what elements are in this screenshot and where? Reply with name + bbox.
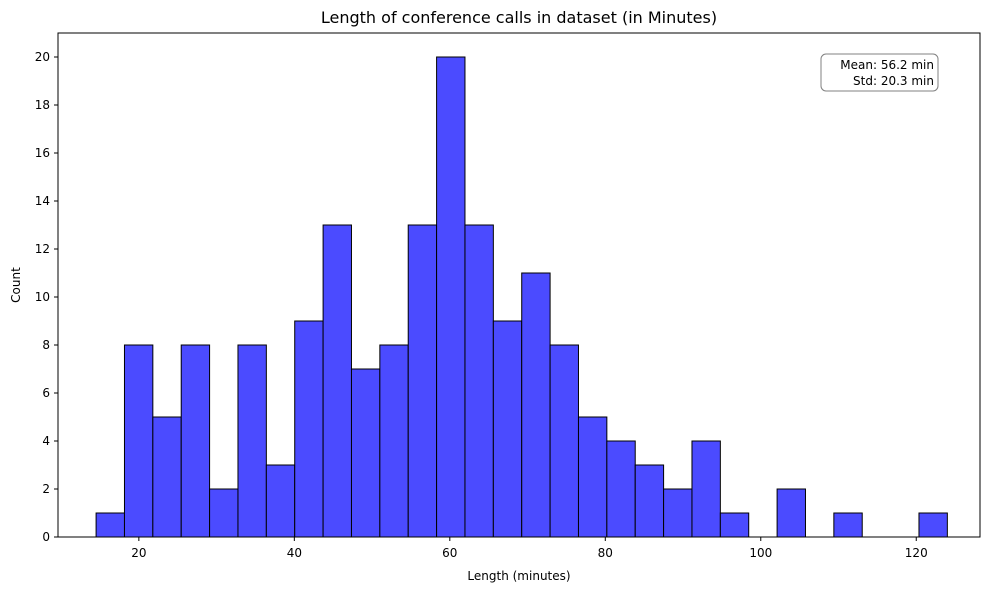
y-tick-label: 4 [42, 434, 50, 448]
histogram-bar [436, 56, 466, 538]
histogram-bar [237, 344, 267, 538]
histogram-bar [350, 368, 381, 538]
std-label: Std: 20.3 min [853, 74, 934, 88]
y-tick-label: 10 [35, 290, 50, 304]
stats-box [820, 53, 939, 92]
histogram-bar [549, 344, 579, 538]
histogram-bar [209, 488, 239, 538]
histogram-bar [663, 488, 693, 538]
histogram-bar [95, 512, 125, 538]
histogram-bar [407, 224, 438, 538]
stats-annotation: Mean: 56.2 min Std: 20.3 min [820, 53, 939, 92]
histogram-bar [265, 464, 296, 538]
x-tick-label: 100 [749, 546, 772, 560]
histogram-bar [322, 224, 352, 538]
histogram-bar [833, 512, 863, 538]
histogram-bar [294, 320, 324, 538]
histogram-bar [918, 512, 948, 538]
histogram-bar [606, 440, 636, 538]
histogram-bar [691, 440, 721, 538]
y-tick-label: 20 [35, 50, 50, 64]
x-axis: 20 40 60 80 100 120 [131, 537, 928, 560]
y-tick-label: 12 [35, 242, 50, 256]
x-tick-label: 80 [598, 546, 613, 560]
y-tick-label: 16 [35, 146, 50, 160]
y-axis-label: Count [9, 267, 23, 303]
mean-label: Mean: 56.2 min [840, 58, 934, 72]
y-tick-label: 2 [42, 482, 50, 496]
histogram-bar [719, 512, 750, 538]
histogram-bar [180, 344, 211, 538]
y-axis: 0 2 4 6 8 10 12 14 16 18 20 [35, 50, 58, 544]
y-tick-label: 8 [42, 338, 50, 352]
histogram-bar [379, 344, 409, 538]
histogram-bar [152, 416, 182, 538]
y-tick-label: 6 [42, 386, 50, 400]
histogram-bar [521, 272, 551, 538]
x-tick-label: 40 [287, 546, 302, 560]
y-tick-label: 14 [35, 194, 50, 208]
histogram-bar [492, 320, 523, 538]
histogram-bar [634, 464, 665, 538]
histogram-bar [577, 416, 608, 538]
x-tick-label: 20 [131, 546, 146, 560]
histogram-bar [776, 488, 806, 538]
bars-group [95, 56, 948, 538]
chart-title: Length of conference calls in dataset (i… [321, 8, 717, 27]
histogram-bar [123, 344, 154, 538]
x-axis-label: Length (minutes) [467, 569, 570, 583]
y-tick-label: 0 [42, 530, 50, 544]
x-tick-label: 120 [905, 546, 928, 560]
plot-area: 20 40 60 80 100 120 0 2 4 6 8 10 12 14 16 18 20 [35, 32, 981, 560]
y-tick-label: 18 [35, 98, 50, 112]
histogram-bar [464, 224, 494, 538]
x-tick-label: 60 [442, 546, 457, 560]
